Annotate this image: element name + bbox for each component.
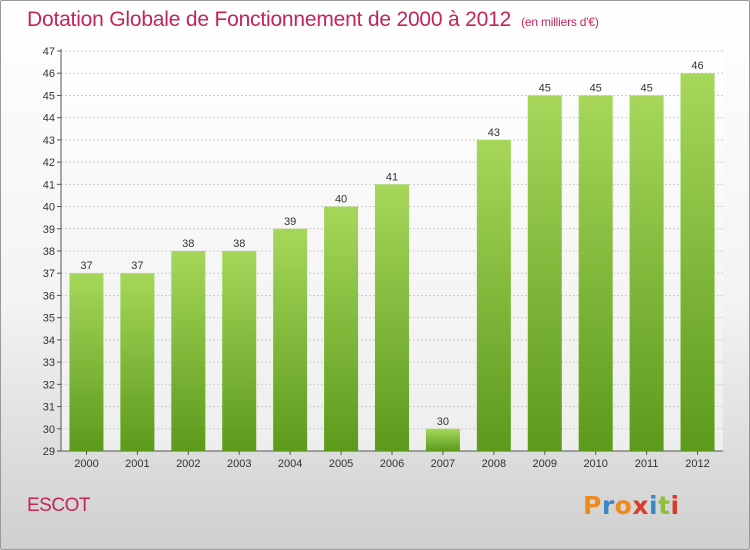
bar-2001 bbox=[120, 273, 155, 451]
data-label-2008: 43 bbox=[488, 127, 500, 139]
chart-title: Dotation Globale de Fonctionnement de 20… bbox=[27, 8, 599, 32]
x-tick-label-2008: 2008 bbox=[482, 458, 506, 470]
commune-name: ESCOT bbox=[27, 495, 90, 516]
y-tick-label: 30 bbox=[43, 424, 55, 436]
bar-2002 bbox=[171, 251, 206, 451]
y-tick-label: 36 bbox=[43, 290, 55, 302]
data-label-2003: 38 bbox=[233, 238, 245, 250]
data-label-2004: 39 bbox=[284, 216, 296, 228]
data-label-2002: 38 bbox=[182, 238, 194, 250]
logo-letter: P bbox=[583, 491, 602, 520]
logo-letter: x bbox=[632, 491, 649, 520]
data-label-2009: 45 bbox=[539, 82, 551, 94]
logo-letter: r bbox=[601, 491, 615, 520]
title-text: Dotation Globale de Fonctionnement de 20… bbox=[27, 8, 512, 31]
chart-subtitle: (en milliers d'€) bbox=[521, 15, 599, 29]
x-tick-label-2001: 2001 bbox=[125, 458, 149, 470]
data-labels: 37 37 38 38 39 40 41 30 43 45 45 45 46 bbox=[80, 60, 703, 428]
y-tick-label: 41 bbox=[43, 179, 55, 191]
bar-2003 bbox=[222, 251, 257, 451]
bar-2011 bbox=[629, 95, 664, 451]
x-tick-label-2012: 2012 bbox=[685, 458, 709, 470]
x-tick-label-2007: 2007 bbox=[431, 458, 455, 470]
x-tick-label-2009: 2009 bbox=[533, 458, 557, 470]
data-label-2006: 41 bbox=[386, 171, 398, 183]
bar-2007 bbox=[425, 428, 460, 451]
x-tick-label-2003: 2003 bbox=[227, 458, 251, 470]
data-label-2005: 40 bbox=[335, 194, 347, 206]
proxiti-logo: Proxiti bbox=[583, 491, 680, 520]
x-tick-label-2010: 2010 bbox=[583, 458, 607, 470]
y-tick-label: 33 bbox=[43, 357, 55, 369]
bar-2010 bbox=[578, 95, 613, 451]
logo-letter: i bbox=[670, 491, 680, 520]
y-tick-label: 40 bbox=[43, 202, 55, 214]
data-label-2011: 45 bbox=[640, 82, 652, 94]
y-tick-label: 39 bbox=[43, 224, 55, 236]
y-tick-label: 37 bbox=[43, 268, 55, 280]
x-tick-label-2006: 2006 bbox=[380, 458, 404, 470]
x-tick-label-2000: 2000 bbox=[74, 458, 98, 470]
bar-2008 bbox=[476, 139, 511, 451]
data-label-2010: 45 bbox=[590, 82, 602, 94]
y-tick-label: 38 bbox=[43, 246, 55, 258]
bar-2009 bbox=[527, 95, 562, 451]
y-tick-label: 43 bbox=[43, 135, 55, 147]
bar-2000 bbox=[69, 273, 104, 451]
logo-letter: o bbox=[614, 491, 633, 520]
logo-letter: t bbox=[658, 491, 671, 520]
data-label-2000: 37 bbox=[80, 260, 92, 272]
bar-2006 bbox=[375, 184, 409, 452]
y-tick-label: 42 bbox=[43, 157, 55, 169]
y-tick-label: 35 bbox=[43, 313, 55, 325]
y-tick-label: 31 bbox=[43, 402, 55, 414]
y-tick-label: 34 bbox=[43, 335, 55, 347]
y-tick-label: 29 bbox=[43, 446, 55, 458]
y-tick-label: 46 bbox=[43, 68, 55, 80]
bars bbox=[69, 73, 715, 452]
bar-2005 bbox=[324, 206, 359, 451]
bar-2004 bbox=[273, 228, 308, 451]
x-tick-label-2004: 2004 bbox=[278, 458, 302, 470]
data-label-2012: 46 bbox=[691, 60, 703, 72]
x-tick-label-2002: 2002 bbox=[176, 458, 200, 470]
x-tick-label-2011: 2011 bbox=[635, 458, 659, 470]
logo-letter: i bbox=[649, 491, 659, 520]
data-label-2007: 30 bbox=[437, 416, 449, 428]
data-label-2001: 37 bbox=[131, 260, 143, 272]
y-tick-label: 44 bbox=[43, 113, 55, 125]
y-tick-label: 45 bbox=[43, 90, 55, 102]
y-tick-label: 32 bbox=[43, 379, 55, 391]
y-tick-label: 47 bbox=[43, 46, 55, 58]
x-tick-label-2005: 2005 bbox=[329, 458, 353, 470]
tick-labels: 29 30 31 32 33 34 35 36 37 38 39 40 41 42 43 44 45 46 47 20… bbox=[43, 46, 710, 470]
bar-2012 bbox=[680, 73, 715, 451]
